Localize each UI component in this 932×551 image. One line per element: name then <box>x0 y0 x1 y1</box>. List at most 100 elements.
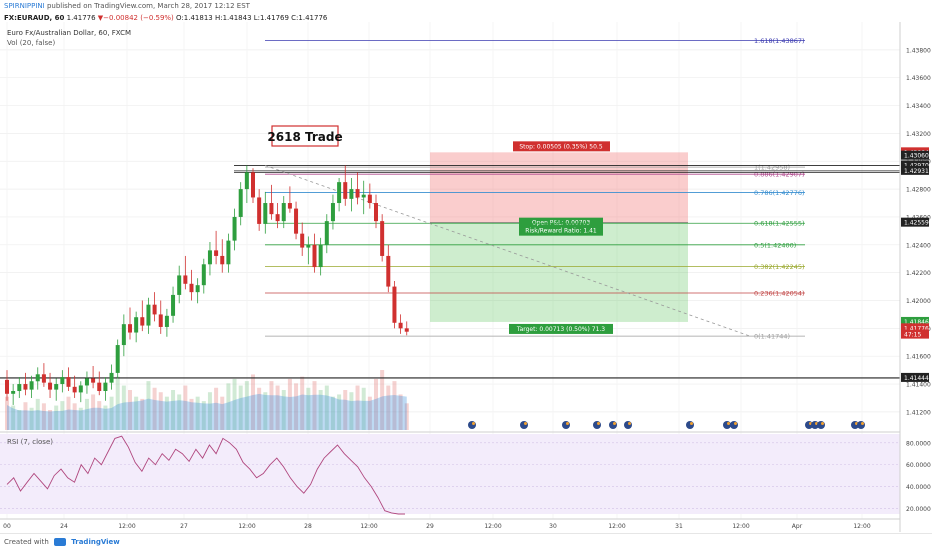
candle-body <box>263 203 268 224</box>
volume-bar <box>244 381 249 430</box>
time-tick-label: 12:00 <box>853 523 870 530</box>
candle-body <box>5 379 9 394</box>
volume-bar <box>177 394 182 430</box>
rsi-tick-label: 60.0000 <box>906 462 931 469</box>
fib-level-label: 0.5(1.42400) <box>754 241 796 249</box>
candle-body <box>244 172 249 190</box>
candle-body <box>97 382 102 392</box>
price-tick-label: 1.43200 <box>906 131 931 138</box>
candle-body <box>343 182 348 199</box>
symbol-name[interactable]: FX:EURAUD, 60 <box>4 14 65 22</box>
event-flag-icon <box>597 422 600 425</box>
candle-body <box>152 304 157 315</box>
volume-bar <box>189 398 194 430</box>
chart-canvas[interactable]: Stop: 0.00505 (0.35%) 50.5 Target: 0.0071… <box>0 22 932 532</box>
volume-bar <box>263 392 268 430</box>
price-tag-label: 1.41444 <box>904 375 929 382</box>
event-marker-icon <box>468 421 476 429</box>
time-tick-label: 28 <box>304 523 312 530</box>
fib-level-label: 0.886(1.42907) <box>754 171 805 179</box>
volume-bar <box>60 401 65 430</box>
volume-bar <box>48 410 53 430</box>
price-tag-label: 1.42931 <box>904 168 929 175</box>
volume-bar <box>392 381 397 430</box>
time-tick-label: 12:00 <box>484 523 501 530</box>
event-marker-icon <box>624 421 632 429</box>
volume-bar <box>312 381 317 430</box>
volume-bar <box>91 394 96 430</box>
trade-annotation[interactable]: 2618 Trade <box>267 125 343 147</box>
candle-body <box>349 189 354 199</box>
volume-bar <box>109 396 114 430</box>
price-tag-label: 1.42559 <box>904 220 929 227</box>
candle-body <box>109 372 114 383</box>
position-tool[interactable]: Stop: 0.00505 (0.35%) 50.5 Target: 0.0071… <box>430 141 688 334</box>
volume-bar <box>29 407 34 430</box>
rr-label: Risk/Reward Ratio: 1.41 <box>525 228 597 235</box>
volume-bar <box>380 370 385 430</box>
rsi-axis[interactable]: 80.0000 60.0000 40.0000 20.0000 <box>906 440 931 513</box>
fibonacci-retracement[interactable]: 1.618(1.43867) 1(1.42958)0.886(1.42907) 0.… <box>265 37 805 341</box>
volume-bar <box>337 394 342 430</box>
candle-body <box>318 244 323 268</box>
event-flag-icon <box>613 422 616 425</box>
target-label: Target: 0.00713 (0.50%) 71.3 <box>516 326 605 333</box>
price-pane[interactable] <box>0 22 900 430</box>
tradingview-link[interactable]: TradingView <box>71 538 120 546</box>
candle-body <box>386 255 391 287</box>
rsi-tick-label: 80.0000 <box>906 440 931 447</box>
price-tag-box <box>901 150 929 160</box>
price-tag-box <box>901 160 929 170</box>
price-tick-label: 1.43800 <box>906 47 931 54</box>
footer-bar: Created with TradingView <box>0 533 932 551</box>
candle-body <box>214 250 219 256</box>
volume-bar <box>257 387 262 430</box>
event-markers[interactable] <box>468 421 865 429</box>
candle-body <box>380 221 385 256</box>
ohlc-values: O:1.41813 H:1.41843 L:1.41769 C:1.41776 <box>176 14 328 22</box>
candle-body <box>183 275 188 284</box>
candle-body <box>312 244 317 268</box>
volume-bar <box>404 403 409 430</box>
volume-bar <box>195 396 200 430</box>
event-marker-icon <box>593 421 601 429</box>
candle-body <box>140 317 145 326</box>
price-tag-box <box>901 329 929 339</box>
rsi-label: RSI (7, close) <box>7 438 53 446</box>
candle-body <box>72 386 77 393</box>
rsi-grid <box>0 442 900 509</box>
price-tag-label: 1.43060 <box>904 153 929 160</box>
candle-body <box>337 182 342 204</box>
candle-body <box>355 189 360 198</box>
candle-body <box>60 377 65 385</box>
stop-label-box <box>513 141 610 152</box>
candle-body <box>23 384 28 390</box>
volume-bar <box>11 405 16 430</box>
target-label-box <box>509 323 613 334</box>
event-flag-icon <box>734 422 737 425</box>
publish-bar: SPIRNIPPINI published on TradingView.com… <box>0 0 932 12</box>
candle-body <box>41 374 46 383</box>
volume-bar <box>140 398 145 430</box>
event-flag-icon <box>727 422 730 425</box>
volume-bar <box>220 396 225 430</box>
candle-body <box>398 322 403 329</box>
price-tag-box <box>901 165 929 175</box>
volume-bar <box>17 410 22 430</box>
time-tick-label: 12:00 <box>360 523 377 530</box>
event-marker-icon <box>562 421 570 429</box>
fib-level-label: 0.236(1.42054) <box>754 289 805 297</box>
candle-body <box>232 216 237 241</box>
candle-body <box>35 374 40 382</box>
volume-bar <box>275 385 280 430</box>
volume-bar <box>374 378 378 430</box>
volume-bar <box>367 396 372 430</box>
price-tick-label: 1.43600 <box>906 75 931 82</box>
time-tick-label: 12:00 <box>238 523 255 530</box>
volume-bar <box>171 390 176 430</box>
rsi-pane[interactable] <box>0 434 900 514</box>
author-link[interactable]: SPIRNIPPINI <box>4 2 45 10</box>
price-axis[interactable]: 1.438001.436001.434001.432001.430001.428… <box>906 47 931 416</box>
time-axis[interactable]: 00 24 12:00 27 12:00 28 12:00 29 12:00 30 12:00 31 1… <box>3 523 871 530</box>
event-marker-icon <box>609 421 617 429</box>
